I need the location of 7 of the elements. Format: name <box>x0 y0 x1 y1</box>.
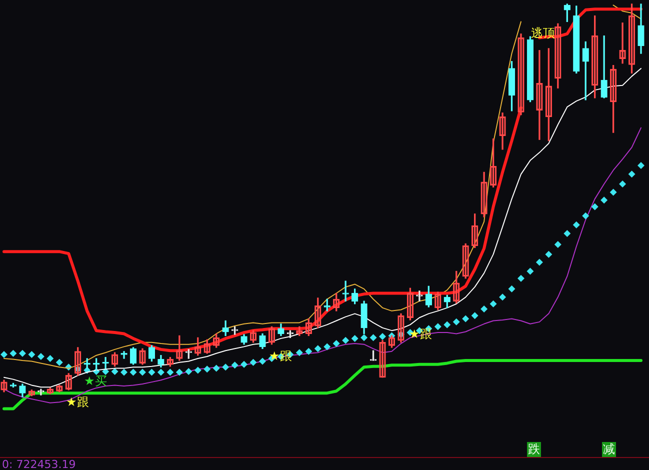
annotation: ★跟 <box>66 395 89 409</box>
text: 减 <box>602 442 616 457</box>
text: 跌 <box>527 442 541 457</box>
text: 0: 722453.19 <box>2 458 76 470</box>
candlestick <box>342 280 349 302</box>
candlestick <box>120 351 128 359</box>
annotation: ★买 <box>84 374 107 388</box>
